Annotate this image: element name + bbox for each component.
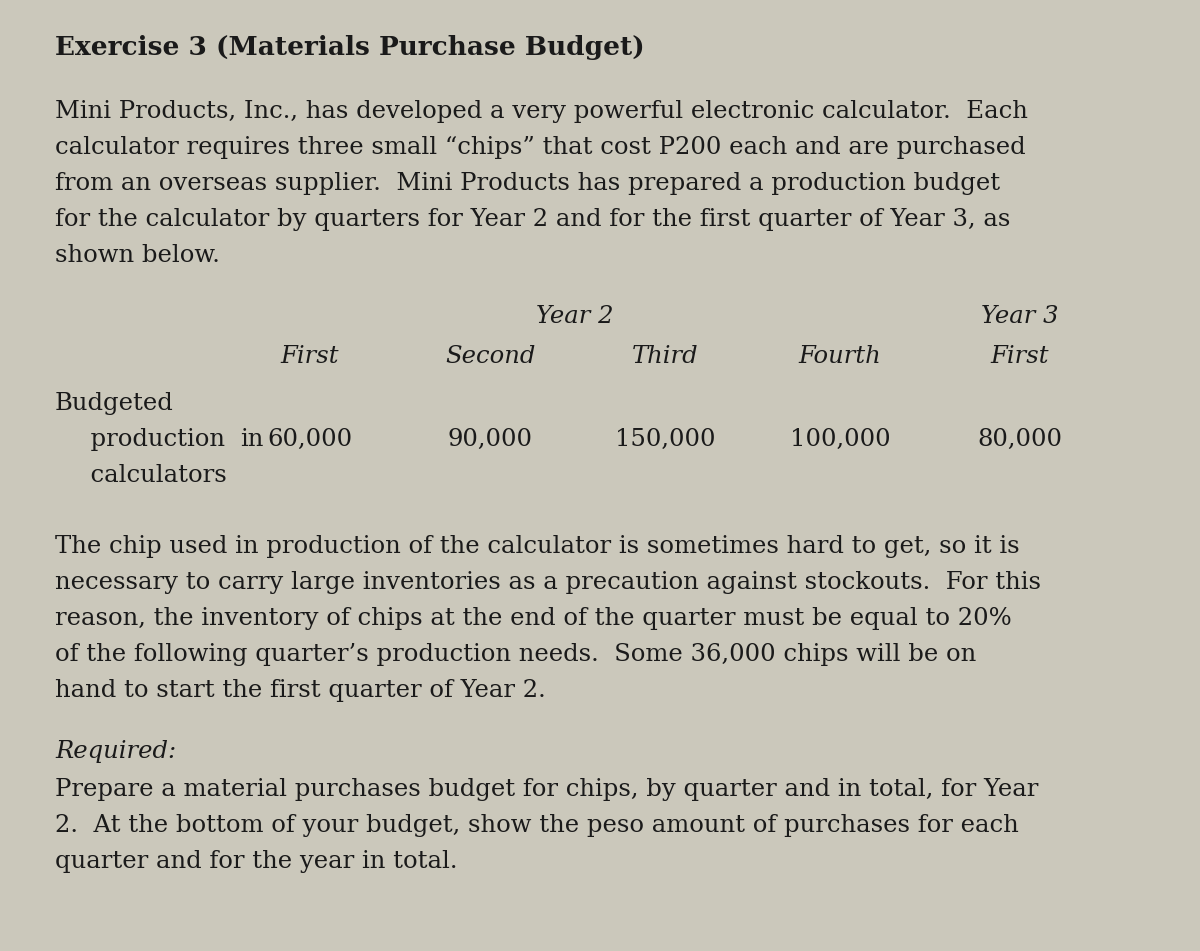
Text: Mini Products, Inc., has developed a very powerful electronic calculator.  Each: Mini Products, Inc., has developed a ver… — [55, 100, 1028, 123]
Text: calculators: calculators — [74, 464, 227, 487]
Text: First: First — [281, 345, 340, 368]
Text: Prepare a material purchases budget for chips, by quarter and in total, for Year: Prepare a material purchases budget for … — [55, 778, 1038, 801]
Text: of the following quarter’s production needs.  Some 36,000 chips will be on: of the following quarter’s production ne… — [55, 643, 977, 666]
Text: quarter and for the year in total.: quarter and for the year in total. — [55, 850, 457, 873]
Text: Year 2: Year 2 — [536, 305, 613, 328]
Text: 80,000: 80,000 — [978, 428, 1062, 451]
Text: Fourth: Fourth — [799, 345, 881, 368]
Text: shown below.: shown below. — [55, 244, 220, 267]
Text: Exercise 3 (Materials Purchase Budget): Exercise 3 (Materials Purchase Budget) — [55, 35, 644, 60]
Text: The chip used in production of the calculator is sometimes hard to get, so it is: The chip used in production of the calcu… — [55, 535, 1020, 558]
Text: 100,000: 100,000 — [790, 428, 890, 451]
Text: Year 3: Year 3 — [982, 305, 1058, 328]
Text: 2.  At the bottom of your budget, show the peso amount of purchases for each: 2. At the bottom of your budget, show th… — [55, 814, 1019, 837]
Text: Budgeted: Budgeted — [55, 392, 174, 415]
Text: Third: Third — [631, 345, 698, 368]
Text: First: First — [991, 345, 1049, 368]
Text: 150,000: 150,000 — [614, 428, 715, 451]
Text: 90,000: 90,000 — [448, 428, 533, 451]
Text: from an overseas supplier.  Mini Products has prepared a production budget: from an overseas supplier. Mini Products… — [55, 172, 1000, 195]
Text: calculator requires three small “chips” that cost P200 each and are purchased: calculator requires three small “chips” … — [55, 136, 1026, 159]
Text: Required:: Required: — [55, 740, 176, 763]
Text: production: production — [74, 428, 226, 451]
Text: hand to start the first quarter of Year 2.: hand to start the first quarter of Year … — [55, 679, 546, 702]
Text: for the calculator by quarters for Year 2 and for the first quarter of Year 3, a: for the calculator by quarters for Year … — [55, 208, 1010, 231]
Text: necessary to carry large inventories as a precaution against stockouts.  For thi: necessary to carry large inventories as … — [55, 571, 1042, 594]
Text: 60,000: 60,000 — [268, 428, 353, 451]
Text: Second: Second — [445, 345, 535, 368]
Text: reason, the inventory of chips at the end of the quarter must be equal to 20%: reason, the inventory of chips at the en… — [55, 607, 1012, 630]
Text: in: in — [240, 428, 263, 451]
